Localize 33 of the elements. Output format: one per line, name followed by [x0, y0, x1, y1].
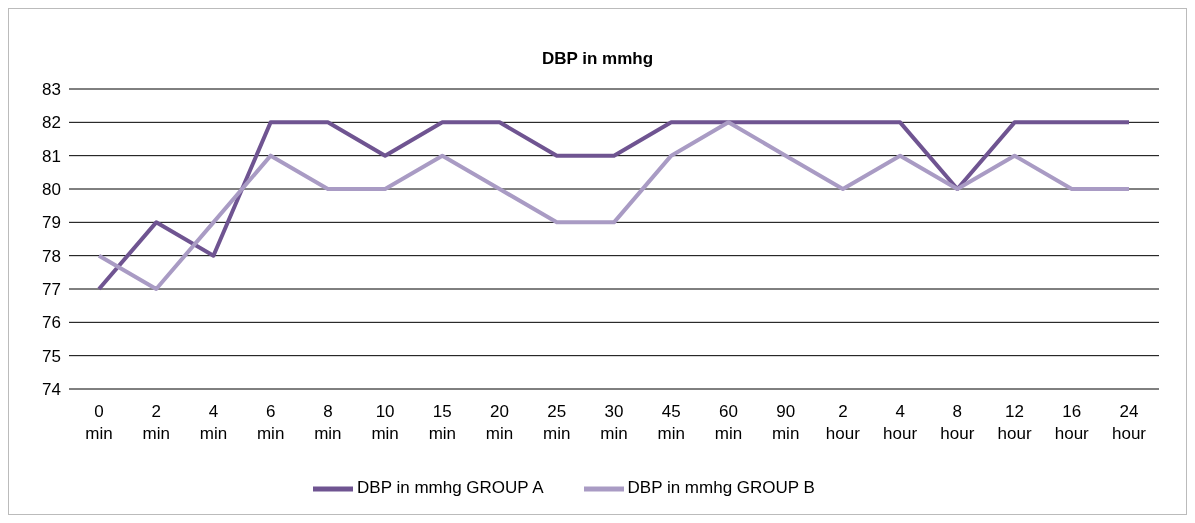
chart-title: DBP in mmhg — [540, 49, 655, 70]
y-tick-label: 75 — [42, 346, 61, 366]
x-tick-label: 4 min — [199, 402, 228, 443]
x-tick-label: 25 min — [543, 402, 571, 443]
y-tick-label: 77 — [42, 280, 61, 300]
y-tick-label: 81 — [42, 146, 61, 166]
x-tick-label: 2 hour — [825, 402, 861, 443]
x-tick-label: 24 hour — [1111, 402, 1147, 443]
x-tick-label: 45 min — [657, 402, 685, 443]
x-tick-label: 2 min — [142, 402, 170, 443]
x-tick-label: 60 min — [714, 402, 743, 443]
x-tick-label: 8 min — [314, 402, 342, 443]
x-tick-label: 10 min — [371, 402, 399, 443]
y-tick-label: 80 — [42, 180, 61, 200]
x-tick-label: 12 hour — [997, 402, 1032, 443]
y-tick-label: 74 — [42, 380, 61, 400]
legend-label: DBP in mmhg GROUP A — [357, 478, 544, 498]
y-tick-label: 76 — [42, 313, 61, 333]
legend-label: DBP in mmhg GROUP B — [627, 478, 815, 498]
y-tick-label: 82 — [42, 113, 61, 133]
x-tick-label: 8 hour — [940, 402, 975, 443]
x-tick-label: 6 min — [256, 402, 285, 443]
y-tick-label: 83 — [42, 80, 61, 100]
x-tick-label: 0 min — [85, 402, 113, 443]
x-tick-label: 16 hour — [1054, 402, 1090, 443]
line-series — [97, 120, 1131, 291]
x-tick-label: 4 hour — [883, 402, 918, 443]
y-tick-label: 78 — [42, 246, 61, 266]
y-tick-label: 79 — [42, 213, 61, 233]
x-tick-label: 30 min — [600, 402, 628, 443]
x-tick-label: 20 min — [485, 402, 514, 443]
x-tick-label: 90 min — [771, 402, 800, 443]
x-tick-label: 15 min — [428, 402, 457, 443]
